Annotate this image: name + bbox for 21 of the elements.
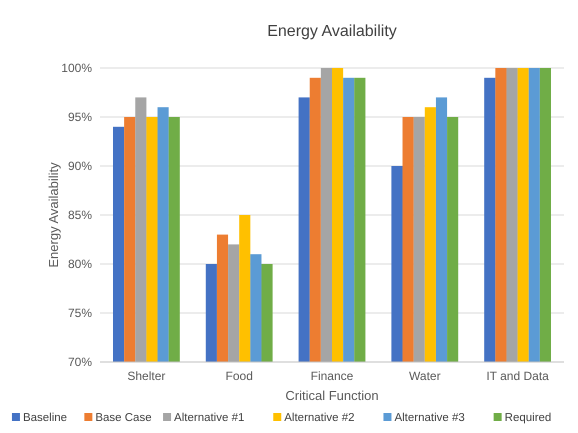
chart-title: Energy Availability [267,23,397,40]
x-tick-label: Finance [310,369,354,383]
x-tick-label: Food [226,369,253,383]
x-axis-title: Critical Function [285,388,379,403]
legend-label: Alternative #3 [394,412,465,424]
y-tick-label: 70% [68,355,92,370]
y-tick-label: 95% [68,110,92,124]
x-tick-label: IT and Data [486,369,550,383]
legend-label: Alternative #2 [284,412,355,424]
legend-label: Required [504,412,552,424]
x-tick-label: Shelter [127,369,166,383]
y-tick-label: 80% [68,257,92,272]
y-tick-label: 90% [68,159,92,174]
legend-label: Base Case [95,412,152,424]
legend-label: Baseline [22,412,68,424]
y-axis-title: Energy Availability [46,162,61,268]
x-tick-label: Water [409,369,441,383]
y-tick-label: 75% [68,306,92,320]
legend-label: Alternative #1 [174,412,244,424]
y-tick-label: 100% [61,61,92,76]
y-tick-label: 85% [68,208,92,222]
